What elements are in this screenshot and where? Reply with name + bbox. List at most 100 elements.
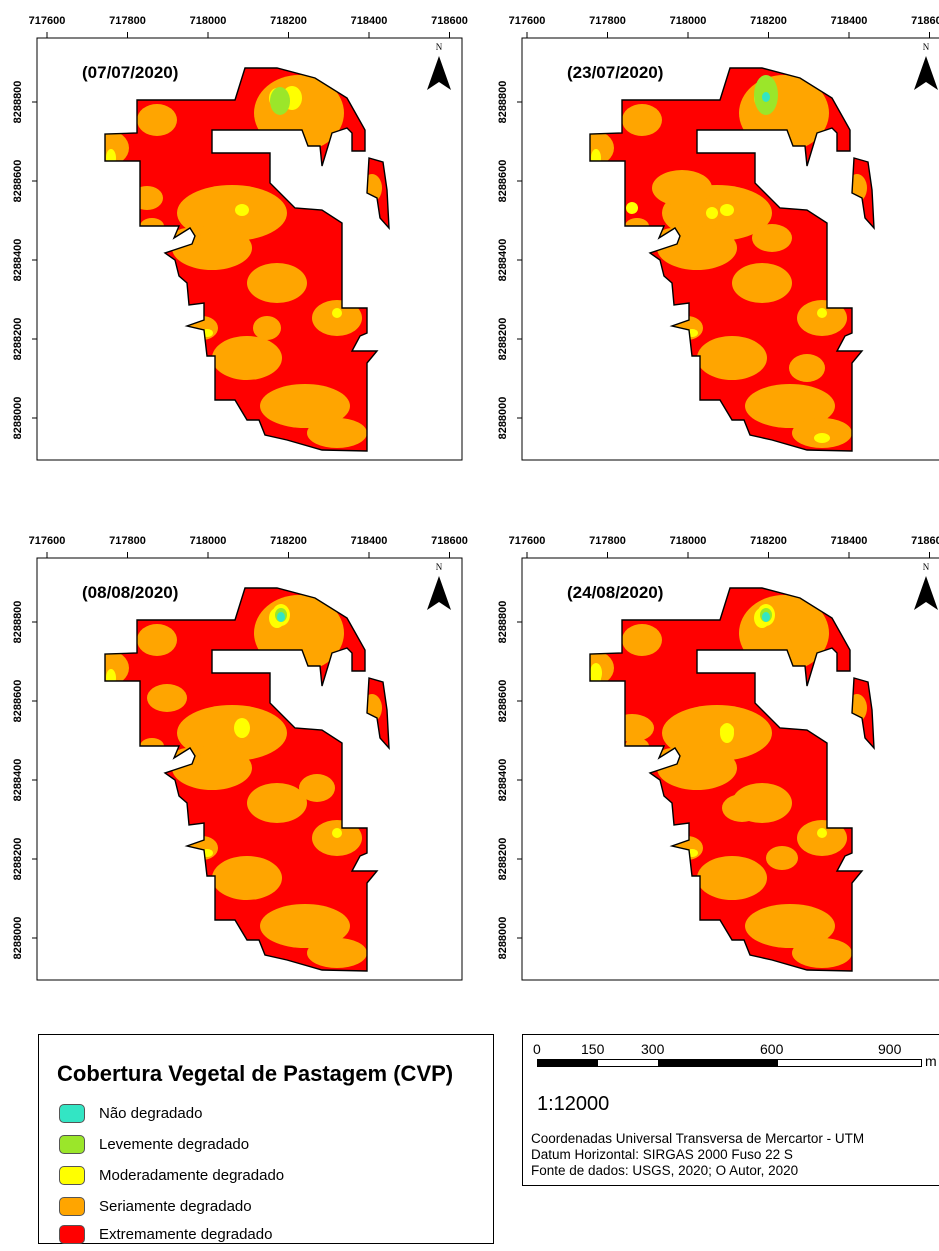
- x-tick-label: 718600: [431, 535, 468, 547]
- class-moderadamente: [106, 149, 116, 167]
- y-tick-label: 8288200: [12, 318, 24, 361]
- class-nao-degradado: [277, 612, 285, 622]
- class-seriamente: [622, 104, 662, 136]
- area-outline: [589, 67, 864, 452]
- x-tick-label: 718600: [911, 535, 939, 547]
- class-seriamente: [622, 624, 662, 656]
- north-arrow-icon: [914, 56, 938, 90]
- north-label: N: [436, 42, 443, 52]
- x-tick-label: 718200: [750, 15, 787, 27]
- legend-swatch: [59, 1224, 85, 1244]
- class-moderadamente: [626, 202, 638, 214]
- scale-bar-seg-1: [538, 1060, 598, 1066]
- y-tick-label: 8288400: [497, 759, 509, 802]
- class-seriamente: [265, 120, 309, 156]
- class-seriamente: [590, 130, 614, 166]
- info-line-datum: Datum Horizontal: SIRGAS 2000 Fuso 22 S: [531, 1147, 793, 1162]
- class-nao-degradado: [762, 92, 770, 102]
- class-moderadamente: [332, 308, 342, 318]
- class-seriamente: [260, 904, 350, 948]
- y-tick-label: 8288000: [497, 917, 509, 960]
- legend-swatch: [59, 1196, 85, 1216]
- x-tick-label: 718000: [670, 535, 707, 547]
- scale-label-150: 150: [581, 1041, 605, 1057]
- legend-item-moderadamente-degradado: Moderadamente degradado: [59, 1163, 284, 1187]
- x-tick-label: 718200: [270, 535, 307, 547]
- class-moderadamente: [817, 308, 827, 318]
- class-seriamente: [307, 418, 367, 448]
- class-seriamente: [722, 794, 762, 822]
- x-tick-label: 718200: [750, 535, 787, 547]
- class-seriamente: [186, 836, 218, 860]
- x-tick-label: 717800: [589, 535, 626, 547]
- class-seriamente: [792, 938, 852, 968]
- legend-title: Cobertura Vegetal de Pastagem (CVP): [57, 1061, 454, 1086]
- info-line-source: Fonte de dados: USGS, 2020; O Autor, 202…: [531, 1163, 799, 1178]
- east-parcel-outline: [851, 677, 875, 750]
- class-seriamente: [671, 316, 703, 340]
- x-tick-label: 718000: [190, 15, 227, 27]
- legend-item-levemente-degradado: Levemente degradado: [59, 1132, 249, 1156]
- class-levemente: [270, 87, 290, 115]
- legend-label: Moderadamente degradado: [99, 1166, 285, 1184]
- map-panels: (07/07/2020) N 717600 717800 718000 718200 718…: [12, 15, 939, 981]
- class-moderadamente: [817, 828, 827, 838]
- class-seriamente: [212, 856, 282, 900]
- y-tick-label: 8288800: [497, 81, 509, 124]
- class-seriamente: [671, 836, 703, 860]
- north-label: N: [923, 562, 930, 572]
- east-parcel-outline: [366, 677, 390, 750]
- map-frame: [521, 557, 939, 981]
- class-seriamente: [105, 130, 129, 166]
- class-moderadamente: [590, 663, 602, 683]
- y-tick-label: 8288000: [12, 917, 24, 960]
- map-panel: (07/07/2020) N: [36, 37, 463, 461]
- area-outline: [104, 587, 379, 972]
- class-moderadamente: [814, 433, 830, 443]
- legend-swatch: [59, 1165, 85, 1185]
- class-seriamente: [307, 938, 367, 968]
- class-seriamente: [253, 316, 281, 340]
- map-frame: [36, 557, 463, 981]
- y-tick-label: 8288600: [12, 160, 24, 203]
- class-nao-degradado: [762, 612, 770, 622]
- degradation-surface: [590, 68, 874, 451]
- x-tick-label: 718000: [670, 15, 707, 27]
- y-tick-label: 8288200: [12, 838, 24, 881]
- y-tick-label: 8288600: [497, 160, 509, 203]
- date-label: (24/08/2020): [567, 583, 663, 602]
- legend-item-nao-degradado: Não degradado: [59, 1101, 202, 1125]
- degradation-surface: [105, 68, 389, 451]
- x-tick-label: 718200: [270, 15, 307, 27]
- degradation-surface: [590, 588, 874, 971]
- north-arrow-icon: [427, 576, 451, 610]
- scale-bar: [537, 1059, 922, 1067]
- area-outline: [589, 587, 864, 972]
- y-tick-label: 8288600: [12, 680, 24, 723]
- date-label: (23/07/2020): [567, 63, 663, 82]
- class-seriamente: [212, 336, 282, 380]
- legend: Cobertura Vegetal de Pastagem (CVP) Não …: [38, 1034, 494, 1244]
- date-label: (08/08/2020): [82, 583, 178, 602]
- class-seriamente: [137, 104, 177, 136]
- x-tick-label: 718400: [831, 535, 868, 547]
- class-moderadamente: [234, 718, 250, 738]
- x-tick-label: 717600: [29, 15, 66, 27]
- legend-label: Levemente degradado: [99, 1135, 250, 1153]
- north-label: N: [923, 42, 930, 52]
- east-parcel-outline: [851, 157, 875, 230]
- date-label: (07/07/2020): [82, 63, 178, 82]
- y-tick-label: 8288400: [12, 239, 24, 282]
- class-moderadamente: [706, 207, 718, 219]
- class-moderadamente: [720, 723, 734, 743]
- class-seriamente: [131, 186, 163, 210]
- scale-label-900: 900: [878, 1041, 902, 1057]
- y-tick-label: 8288000: [12, 397, 24, 440]
- scale-ratio: 1:12000: [537, 1093, 610, 1115]
- class-seriamente: [147, 684, 187, 712]
- info-line-projection: Coordenadas Universal Transversa de Merc…: [531, 1131, 865, 1146]
- x-tick-label: 718400: [831, 15, 868, 27]
- x-tick-label: 717600: [29, 535, 66, 547]
- x-tick-label: 717800: [109, 535, 146, 547]
- class-moderadamente: [332, 828, 342, 838]
